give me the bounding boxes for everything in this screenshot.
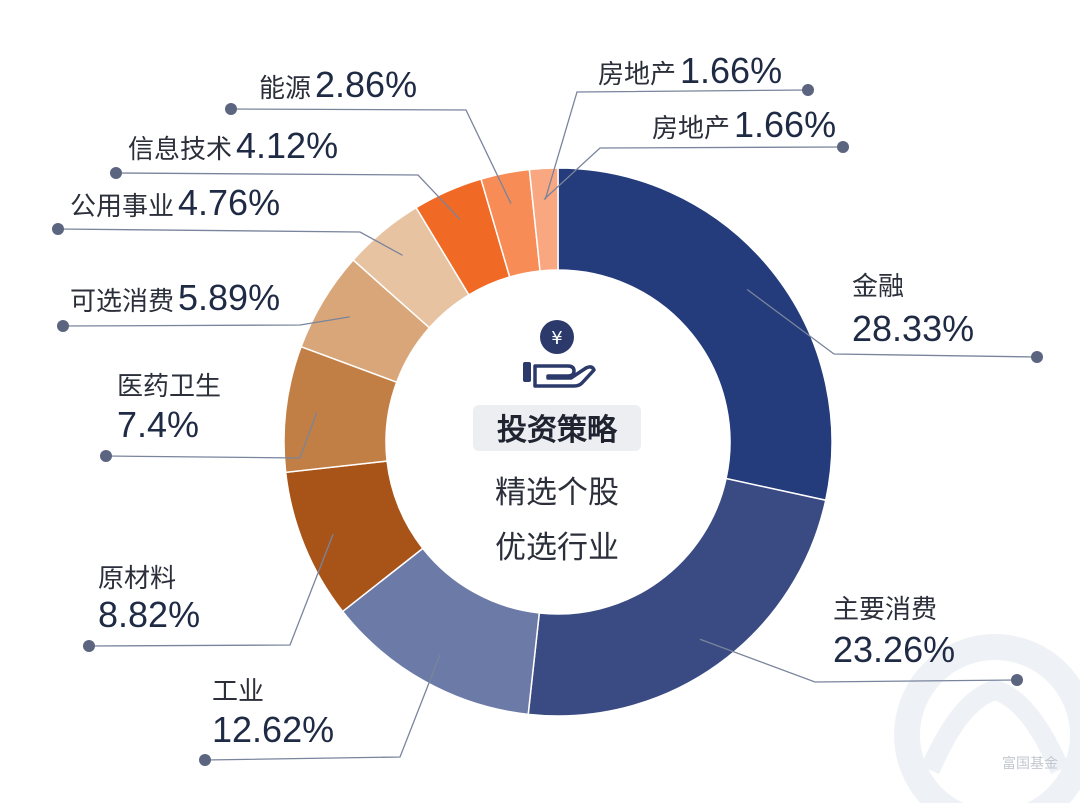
extra-label-value: 1.66% — [734, 104, 836, 145]
extra-label: 房地产 1.66% — [652, 104, 836, 145]
slice-1-dot — [1011, 674, 1023, 686]
slice-6-dot — [52, 223, 64, 235]
extra-label-name: 房地产 — [652, 114, 730, 144]
slice-name-2: 工业 — [212, 677, 264, 707]
slice-name-3: 原材料 — [98, 564, 176, 594]
center-title-badge — [473, 405, 641, 451]
center-line-2: 优选行业 — [495, 530, 619, 566]
slice-6-leader — [57, 228, 403, 256]
slice-4-leader — [105, 412, 318, 459]
slice-8-leader — [230, 108, 512, 204]
slice-value-8: 2.86% — [315, 64, 417, 105]
slice-label-7: 信息技术 4.12% — [128, 125, 338, 166]
slice-2-leader — [204, 654, 441, 761]
slice-value-5: 5.89% — [178, 277, 280, 318]
slice-name-5: 可选消费 — [70, 287, 174, 317]
extra-leader — [543, 146, 844, 200]
slice-1-leader — [699, 638, 1018, 683]
slice-value-3: 8.82% — [98, 594, 200, 635]
slice-label-5: 可选消费 5.89% — [70, 277, 280, 318]
slice-9-dot — [802, 84, 814, 96]
slice-0-leader — [746, 289, 1038, 358]
center-panel: ¥ 投资策略 精选个股 优选行业 — [386, 270, 730, 614]
slice-name-6: 公用事业 — [70, 192, 174, 222]
slice-name-7: 信息技术 — [128, 135, 232, 165]
slice-name-0: 金融 — [852, 272, 904, 302]
slice-3-dot — [83, 640, 95, 652]
slice-0-dot — [1031, 351, 1043, 363]
slice-value-1: 23.26% — [833, 629, 955, 670]
watermark: 富国基金 — [894, 634, 1080, 803]
slice-name-1: 主要消费 — [833, 595, 937, 625]
slice-value-6: 4.76% — [178, 182, 280, 223]
slice-name-9: 房地产 — [598, 60, 676, 90]
slice-5-dot — [57, 320, 69, 332]
money-hand-icon: ¥ — [523, 320, 596, 388]
center-title: 投资策略 — [497, 413, 618, 448]
slice-4-dot — [100, 450, 112, 462]
slice-8-dot — [225, 103, 237, 115]
slice-7-leader — [115, 172, 461, 221]
slice-name-4: 医药卫生 — [117, 372, 221, 402]
slice-name-8: 能源 — [259, 74, 311, 104]
watermark-text: 富国基金 — [1002, 755, 1058, 772]
fund-logo-icon — [894, 634, 1080, 803]
slice-9-leader — [544, 89, 809, 200]
slice-value-7: 4.12% — [236, 125, 338, 166]
slice-7-dot — [110, 167, 122, 179]
slice-value-4: 7.4% — [117, 404, 199, 445]
slice-value-2: 12.62% — [212, 709, 334, 750]
slice-label-6: 公用事业 4.76% — [70, 182, 280, 223]
slice-value-0: 28.33% — [852, 308, 974, 349]
slice-2-dot — [199, 754, 211, 766]
slice-label-9: 房地产 1.66% — [598, 50, 782, 91]
slice-value-9: 1.66% — [680, 50, 782, 91]
slice-3-leader — [88, 533, 334, 647]
center-line-1: 精选个股 — [495, 475, 619, 511]
extra-dot — [837, 141, 849, 153]
slice-5-leader — [62, 316, 350, 327]
svg-text:¥: ¥ — [551, 328, 562, 349]
slice-label-8: 能源 2.86% — [259, 64, 417, 105]
